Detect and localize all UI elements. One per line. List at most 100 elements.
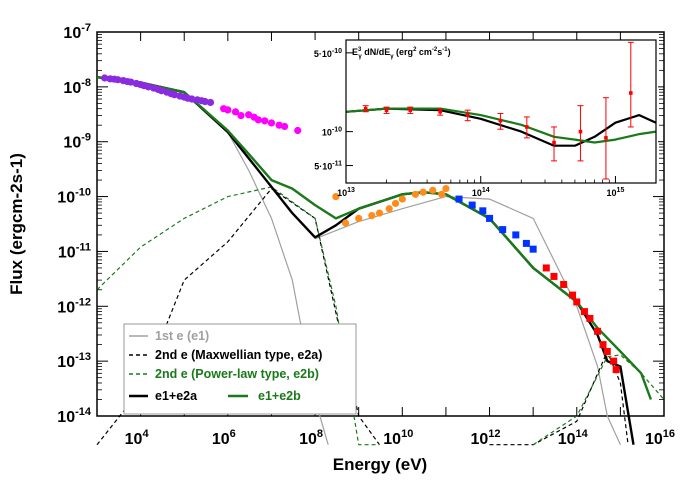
data-point <box>368 211 376 220</box>
y-tick-label: 10-13 <box>57 351 91 371</box>
inset-data-point <box>628 91 633 95</box>
e1-e2b-curve <box>96 76 653 400</box>
data-point <box>542 264 550 272</box>
y-tick-label: 10-12 <box>57 296 91 316</box>
y-tick-label: 10-11 <box>58 241 91 261</box>
inset-data-point <box>363 106 368 111</box>
x-tick-label: 108 <box>299 428 323 448</box>
data-point <box>114 76 122 84</box>
inset-data-point <box>408 108 413 112</box>
x-axis-title: Energy (eV) <box>333 455 427 474</box>
data-point <box>391 199 400 208</box>
inset-x-tick-label: 1014 <box>472 187 490 198</box>
data-point <box>610 357 618 365</box>
inset-plot-axes: 1013 1014 1015 5·10-10 10-10 5·10-11 <box>314 48 657 198</box>
data-point <box>603 347 611 355</box>
legend-label-e1: 1st e (e1) <box>155 329 209 343</box>
data-point <box>355 214 363 223</box>
data-point <box>569 291 577 299</box>
x-tick-label: 1012 <box>471 428 501 448</box>
data-point <box>573 298 581 306</box>
inset-y-tick-label: 5·10-10 <box>314 48 342 59</box>
data-point <box>438 190 446 198</box>
inset-data-point <box>384 108 389 112</box>
data-point <box>398 195 406 203</box>
data-point <box>529 245 537 253</box>
data-point <box>201 97 209 106</box>
inset-data-point <box>438 109 442 114</box>
inset-y-tick-label: 10-10 <box>322 127 342 138</box>
data-point <box>275 121 283 129</box>
data-point <box>580 308 588 316</box>
inset-frame <box>345 39 657 184</box>
legend-label-e2a: 2nd e (Maxwellian type, e2a) <box>155 348 322 362</box>
data-point <box>612 366 620 374</box>
data-point <box>599 341 607 349</box>
2nd-e-power-law-type-e2b--curve-high <box>532 354 665 446</box>
x-tick-label: 106 <box>212 428 236 448</box>
data-point <box>332 192 340 201</box>
data-point <box>157 87 166 95</box>
y-tick-label: 10-7 <box>63 22 91 42</box>
data-point <box>341 219 350 227</box>
data-point <box>188 95 196 103</box>
y-tick-label: 10-14 <box>57 406 92 426</box>
2nd-e-maxwellian-type-e2a--curve <box>96 188 380 446</box>
data-point <box>170 91 179 99</box>
y-tick-label: 10-8 <box>63 77 91 97</box>
y-axis-title: Flux (ergcm-2s-1) <box>7 153 26 295</box>
x-tick-label: 1010 <box>383 428 413 448</box>
data-point <box>455 195 463 203</box>
y-tick-label: 10-9 <box>63 132 91 152</box>
legend-label-e1-e2a: e1+e2a <box>155 389 198 403</box>
data-point <box>261 117 269 125</box>
data-point <box>127 78 135 86</box>
data-point <box>586 314 594 322</box>
data-point <box>479 207 487 215</box>
data-point <box>375 209 384 217</box>
data-point <box>512 231 520 239</box>
x-tick-label: 1014 <box>558 428 589 448</box>
inset-data-point <box>525 125 529 129</box>
data-point <box>254 116 262 124</box>
inset-plot-data <box>345 41 657 180</box>
data-point <box>385 205 393 213</box>
inset-data-point <box>578 129 583 134</box>
1st-e-e1--curve-high <box>314 196 621 445</box>
data-point <box>245 111 253 119</box>
main-plot-frame <box>96 31 665 417</box>
x-tick-label: 1016 <box>645 428 675 448</box>
data-point <box>294 126 302 135</box>
data-point <box>144 83 152 91</box>
y-tick-label: 10-10 <box>57 187 91 207</box>
data-point <box>267 119 276 127</box>
data-point <box>522 239 530 247</box>
data-point <box>411 190 420 198</box>
inset-data-point <box>498 118 503 123</box>
legend-label-e2b: 2nd e (Power-law type, e2b) <box>155 367 319 381</box>
data-point <box>499 226 507 234</box>
data-point <box>429 186 437 194</box>
x-tick-label: 104 <box>125 428 150 448</box>
inset-x-tick-label: 1015 <box>607 187 625 198</box>
data-point <box>560 280 568 288</box>
data-point <box>419 188 427 196</box>
inset-y-tick-label: 5·10-11 <box>314 161 342 172</box>
data-point <box>231 108 240 116</box>
data-point <box>237 111 245 120</box>
inset-data-point <box>552 140 556 145</box>
data-point <box>442 184 450 193</box>
inset-data-point <box>604 136 608 140</box>
legend-label-e1-e2b: e1+e2b <box>258 389 301 403</box>
legend-box <box>123 323 357 415</box>
data-point <box>468 201 476 209</box>
2nd-e-maxwellian-type-e2a--curve-high <box>489 350 629 446</box>
inset-data-point <box>465 113 470 117</box>
data-point <box>486 214 494 222</box>
data-point <box>101 74 109 82</box>
data-point <box>594 327 602 335</box>
data-point <box>280 122 289 131</box>
inset-title: E3 γ dN/dEγ (erg2 cm-2s-1) <box>352 47 451 60</box>
data-point <box>224 106 232 114</box>
